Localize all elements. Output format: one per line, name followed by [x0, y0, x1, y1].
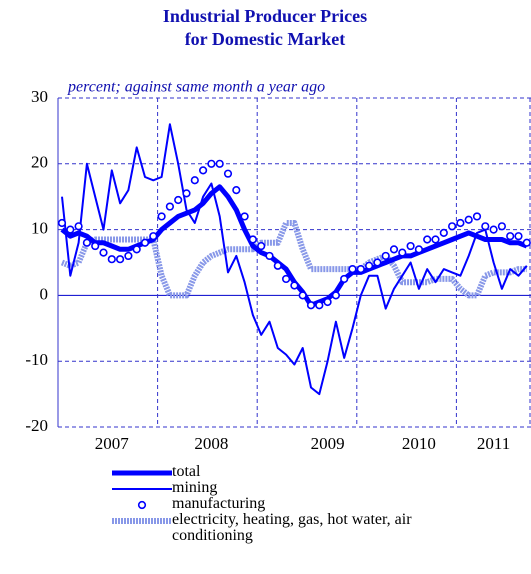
data-point	[107, 255, 116, 264]
data-point	[464, 215, 473, 224]
data-point	[132, 245, 141, 254]
data-point	[514, 232, 523, 241]
data-point	[389, 245, 399, 254]
data-point	[306, 301, 316, 310]
data-point	[290, 281, 299, 290]
x-tick-label: 2009	[311, 434, 345, 453]
y-tick-label: 10	[31, 219, 48, 238]
y-tick-label: 20	[31, 153, 48, 172]
data-point	[232, 186, 241, 195]
data-point	[140, 238, 150, 247]
legend-label: manufacturing	[172, 495, 266, 512]
data-point	[315, 301, 324, 310]
data-point	[481, 222, 490, 231]
legend-label: mining	[172, 479, 218, 496]
data-point	[398, 248, 407, 257]
data-point	[174, 195, 183, 205]
x-tick-label: 2010	[402, 434, 436, 453]
data-point	[506, 232, 515, 241]
legend: total mining manufacturing electricity, hea…	[112, 464, 472, 544]
line-series	[61, 123, 528, 396]
data-point	[448, 222, 457, 231]
y-tick-label: -10	[25, 350, 48, 369]
data-point	[373, 258, 382, 267]
data-point	[439, 228, 448, 237]
data-point	[381, 251, 390, 261]
x-tick-label: 2011	[477, 434, 510, 453]
subtitle: percent; against same month a year ago	[67, 79, 325, 96]
data-point	[356, 264, 365, 274]
legend-item: total	[112, 464, 472, 480]
data-point	[157, 212, 166, 221]
data-point	[149, 232, 158, 241]
legend-item: electricity, heating, gas, hot water, ai…	[112, 512, 472, 544]
x-tick-label: 2008	[194, 434, 228, 453]
line-series	[60, 220, 527, 299]
data-point	[215, 159, 224, 168]
legend-label: total	[172, 463, 201, 480]
y-tick-label: 0	[40, 284, 49, 303]
data-point	[431, 235, 440, 244]
legend-swatch	[112, 488, 172, 490]
y-tick-label: 30	[31, 87, 48, 106]
chart-title: for Domestic Market	[185, 29, 346, 49]
data-point	[124, 251, 133, 261]
data-point	[423, 235, 432, 244]
legend-marker	[137, 500, 147, 510]
data-point	[348, 264, 357, 274]
data-point	[265, 251, 274, 261]
data-point	[456, 218, 465, 228]
data-point	[331, 291, 341, 300]
data-point	[207, 159, 216, 168]
data-point	[282, 274, 291, 284]
data-point	[497, 222, 507, 231]
data-point	[414, 245, 424, 254]
data-point	[298, 291, 307, 300]
data-point	[240, 212, 249, 221]
data-point	[91, 241, 100, 251]
data-point	[182, 189, 191, 198]
data-point	[66, 225, 75, 234]
data-point	[74, 222, 83, 231]
y-tick-label: -20	[25, 416, 48, 435]
data-point	[472, 212, 482, 221]
legend-swatch	[137, 500, 147, 510]
x-tick-label: 2007	[95, 434, 130, 453]
data-point	[273, 261, 282, 270]
data-point	[340, 274, 349, 284]
data-point	[223, 169, 233, 178]
data-point	[165, 202, 174, 211]
data-point	[522, 238, 531, 247]
data-point	[190, 176, 199, 185]
data-point	[489, 225, 498, 234]
chart-title: Industrial Producer Prices	[163, 6, 367, 26]
data-point	[99, 248, 108, 257]
legend-item: manufacturing	[112, 496, 472, 512]
data-point	[199, 166, 208, 175]
legend-swatch	[112, 518, 172, 524]
data-point	[248, 235, 257, 244]
legend-swatch	[112, 470, 172, 476]
data-point	[257, 241, 266, 251]
data-point	[365, 261, 374, 270]
data-point	[115, 255, 125, 264]
legend-item: mining	[112, 480, 472, 496]
data-point	[82, 238, 91, 247]
data-point	[406, 241, 415, 251]
data-point	[323, 297, 332, 307]
data-point	[57, 218, 67, 228]
legend-label: electricity, heating, gas, hot water, ai…	[172, 511, 412, 544]
